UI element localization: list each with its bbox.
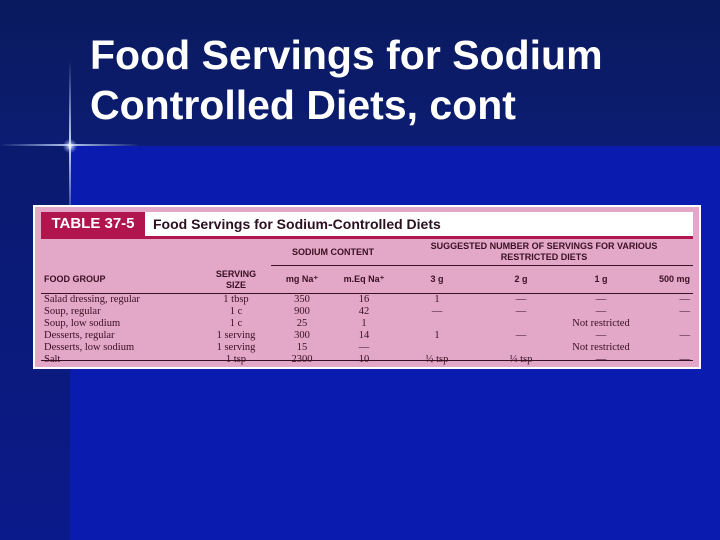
sodium-servings-table: SODIUM CONTENT SUGGESTED NUMBER OF SERVI… <box>41 241 693 366</box>
suggested-servings-header: SUGGESTED NUMBER OF SERVINGS FOR VARIOUS… <box>395 241 693 266</box>
diet-3g-cell <box>395 318 479 330</box>
table-header-row-top: SODIUM CONTENT SUGGESTED NUMBER OF SERVI… <box>41 241 693 266</box>
table-row: Salad dressing, regular 1 tbsp 350 16 1 … <box>41 293 693 306</box>
diet-1g-cell: — <box>595 353 607 365</box>
meq-na-cell: 10 <box>358 353 370 365</box>
diet-500mg-cell: — <box>679 293 691 305</box>
serving-size-cell: 1 serving <box>216 341 256 353</box>
meq-na-cell: 42 <box>358 305 370 317</box>
meq-na-header: m.Eq Na⁺ <box>343 274 385 285</box>
diet-3g-cell: 1 <box>434 293 440 305</box>
sodium-content-header: SODIUM CONTENT <box>271 241 395 266</box>
serving-size-cell: 1 serving <box>216 329 256 341</box>
diet-2g-cell <box>479 342 563 354</box>
food-group-header: FOOD GROUP <box>44 274 106 284</box>
meq-na-cell: — <box>358 341 370 353</box>
diet-3g-cell <box>395 342 479 354</box>
table-figure: TABLE 37-5 Food Servings for Sodium-Cont… <box>33 205 701 369</box>
diet-500mg-cell: — <box>679 353 691 365</box>
serving-size-cell: 1 c <box>229 317 243 329</box>
diet-2g-cell: — <box>515 305 527 317</box>
slide-title: Food Servings for Sodium Controlled Diet… <box>90 30 710 130</box>
serving-size-header-line-2: SIZE <box>225 279 246 290</box>
table-row: Soup, regular 1 c 900 42 — — — — <box>41 306 693 318</box>
table-figure-header: TABLE 37-5 Food Servings for Sodium-Cont… <box>41 212 693 239</box>
food-group-cell: Soup, low sodium <box>44 317 121 329</box>
suggested-servings-header-line-1: SUGGESTED NUMBER OF SERVINGS FOR VARIOUS <box>430 241 658 251</box>
serving-size-cell: 1 tsp <box>225 353 247 365</box>
meq-na-cell: 14 <box>358 329 370 341</box>
diet-2g-header: 2 g <box>514 274 528 285</box>
diet-1g-header: 1 g <box>594 274 608 285</box>
diet-500mg-header: 500 mg <box>658 274 690 285</box>
table-header-row-sub: FOOD GROUP SERVING SIZE mg Na⁺ m.Eq Na⁺ … <box>41 266 693 294</box>
table-caption: Food Servings for Sodium-Controlled Diet… <box>153 216 441 232</box>
table-bottom-rule <box>41 360 693 361</box>
serving-size-cell: 1 tbsp <box>223 293 249 305</box>
meq-na-cell: 16 <box>358 293 370 305</box>
diet-2g-cell: ¼ tsp <box>509 353 533 365</box>
diet-1g-cell: Not restricted <box>572 341 630 353</box>
diet-2g-cell <box>479 318 563 330</box>
table-row: Desserts, low sodium 1 serving 15 — Not … <box>41 342 693 354</box>
diet-3g-cell: ½ tsp <box>425 353 449 365</box>
diet-3g-cell: 1 <box>434 329 440 341</box>
table-row: Soup, low sodium 1 c 25 1 Not restricted <box>41 318 693 330</box>
food-group-cell: Desserts, low sodium <box>44 341 135 353</box>
diet-2g-cell: — <box>515 293 527 305</box>
diet-500mg-cell <box>639 342 693 354</box>
diet-3g-cell: — <box>431 305 443 317</box>
food-group-cell: Salt <box>44 353 61 365</box>
slide-header-background <box>0 0 720 146</box>
table-number-label: TABLE 37-5 <box>41 212 145 236</box>
meq-na-cell: 1 <box>361 317 367 329</box>
diet-1g-cell: — <box>595 329 607 341</box>
mg-na-cell: 25 <box>296 317 308 329</box>
diet-2g-cell: — <box>515 329 527 341</box>
diet-1g-cell: — <box>595 293 607 305</box>
food-group-cell: Desserts, regular <box>44 329 115 341</box>
mg-na-cell: 900 <box>294 305 310 317</box>
diet-1g-cell: Not restricted <box>572 317 630 329</box>
diet-500mg-cell: — <box>679 305 691 317</box>
mg-na-header: mg Na⁺ <box>285 274 319 285</box>
slide-title-line-2: Controlled Diets, cont <box>90 82 516 128</box>
serving-size-header: SERVING SIZE <box>201 266 271 294</box>
food-group-cell: Soup, regular <box>44 305 101 317</box>
table-row: Salt 1 tsp 2300 10 ½ tsp ¼ tsp — — <box>41 354 693 366</box>
mg-na-cell: 15 <box>296 341 308 353</box>
diet-500mg-cell <box>639 318 693 330</box>
sparkle-icon <box>63 139 77 153</box>
slide-title-line-1: Food Servings for Sodium <box>90 32 603 78</box>
table-row: Desserts, regular 1 serving 300 14 1 — —… <box>41 330 693 342</box>
diet-1g-cell: — <box>595 305 607 317</box>
diet-3g-header: 3 g <box>430 274 444 285</box>
mg-na-cell: 350 <box>294 293 310 305</box>
mg-na-cell: 2300 <box>291 353 313 365</box>
suggested-servings-header-line-2: RESTRICTED DIETS <box>500 252 588 262</box>
food-group-cell: Salad dressing, regular <box>44 293 140 305</box>
mg-na-cell: 300 <box>294 329 310 341</box>
serving-size-header-line-1: SERVING <box>215 268 257 279</box>
serving-size-cell: 1 c <box>229 305 243 317</box>
diet-500mg-cell: — <box>679 329 691 341</box>
